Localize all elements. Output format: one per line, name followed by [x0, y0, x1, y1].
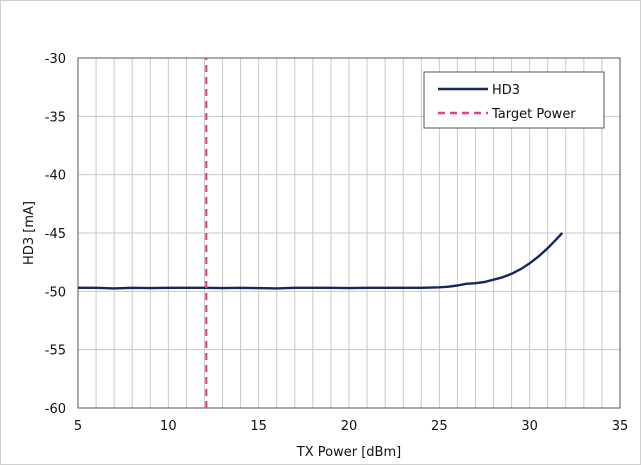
- y-tick-label: -50: [45, 285, 66, 300]
- x-tick-label: 15: [250, 419, 267, 434]
- y-axis-label: HD3 [mA]: [22, 201, 37, 265]
- x-axis-label: TX Power [dBm]: [296, 445, 401, 460]
- plot-area: [77, 57, 621, 409]
- x-tick-label: 10: [160, 419, 177, 434]
- series-layer: [78, 58, 564, 408]
- y-tick-label: -60: [45, 402, 66, 417]
- legend-label-hd3: HD3: [492, 83, 520, 98]
- y-tick-label: -35: [45, 110, 66, 125]
- y-tick-label: -30: [45, 52, 66, 67]
- legend-label-target-power: Target Power: [491, 107, 576, 122]
- x-tick-label: 5: [74, 419, 82, 434]
- y-tick-label: -40: [45, 169, 66, 184]
- x-tick-label: 30: [521, 419, 538, 434]
- series-line-hd3: [78, 232, 564, 290]
- y-tick-label: -55: [45, 344, 66, 359]
- x-tick-label: 25: [431, 419, 448, 434]
- x-tick-label: 20: [341, 419, 358, 434]
- tick-layer: 5 10 15 20 25 30 35 -60 -55 -50 -45 -40 -35 -30: [45, 52, 629, 434]
- legend: HD3 Target Power: [423, 71, 605, 129]
- y-tick-label: -45: [45, 227, 66, 242]
- x-tick-label: 35: [612, 419, 629, 434]
- legend-box: [423, 71, 605, 129]
